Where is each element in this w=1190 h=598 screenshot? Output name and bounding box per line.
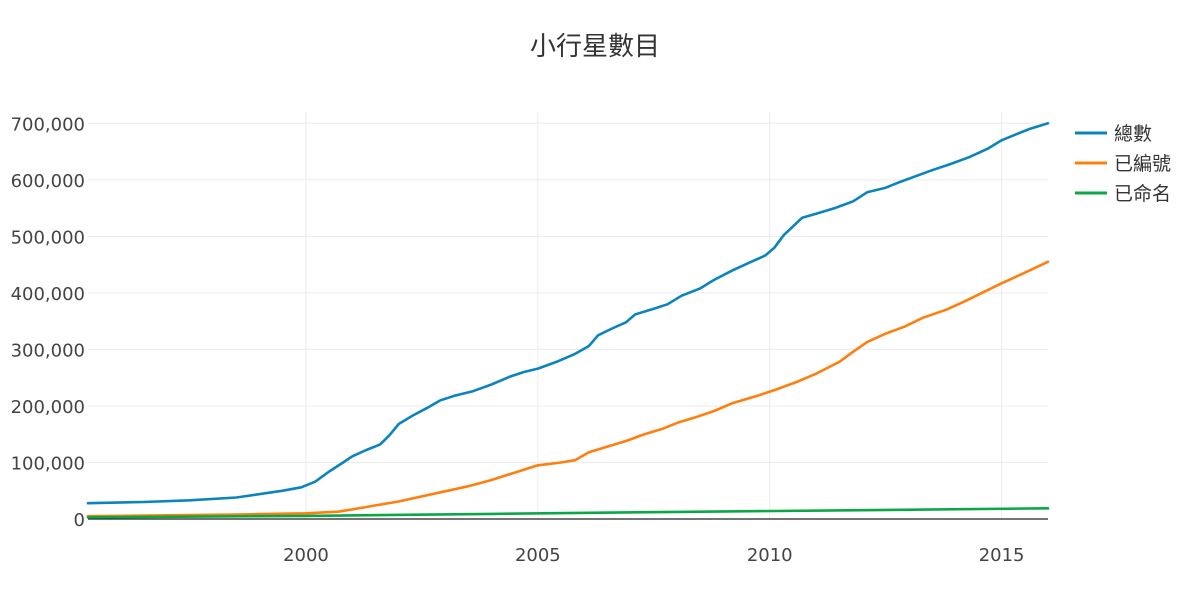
y-tick-label: 600,000 [11,171,85,192]
y-tick-label: 200,000 [11,397,85,418]
gridlines [88,112,1048,519]
legend-item[interactable]: 已命名 [1075,183,1171,205]
x-tick-label: 2005 [515,545,561,566]
series-line [86,122,1050,505]
legend-item[interactable]: 已編號 [1075,153,1171,175]
y-tick-label: 400,000 [11,284,85,305]
x-tick-label: 2010 [747,545,793,566]
legend-label: 總數 [1114,123,1152,145]
x-tick-label: 2015 [979,545,1025,566]
legend-label: 已編號 [1114,153,1171,175]
legend-label: 已命名 [1114,183,1171,205]
legend-item[interactable]: 總數 [1075,123,1152,145]
chart-title: 小行星數目 [530,32,660,62]
series-line [86,260,1050,518]
axes: 2000 2005 2010 2015 0 100,000 200,000 300,000 40… [11,114,1048,566]
series-lines [86,122,1050,519]
y-tick-label: 500,000 [11,227,85,248]
y-tick-label: 0 [74,510,85,531]
series-line [86,507,1050,519]
x-tick-label: 2000 [283,545,329,566]
y-tick-label: 700,000 [11,114,85,135]
y-tick-label: 300,000 [11,340,85,361]
y-tick-label: 100,000 [11,453,85,474]
